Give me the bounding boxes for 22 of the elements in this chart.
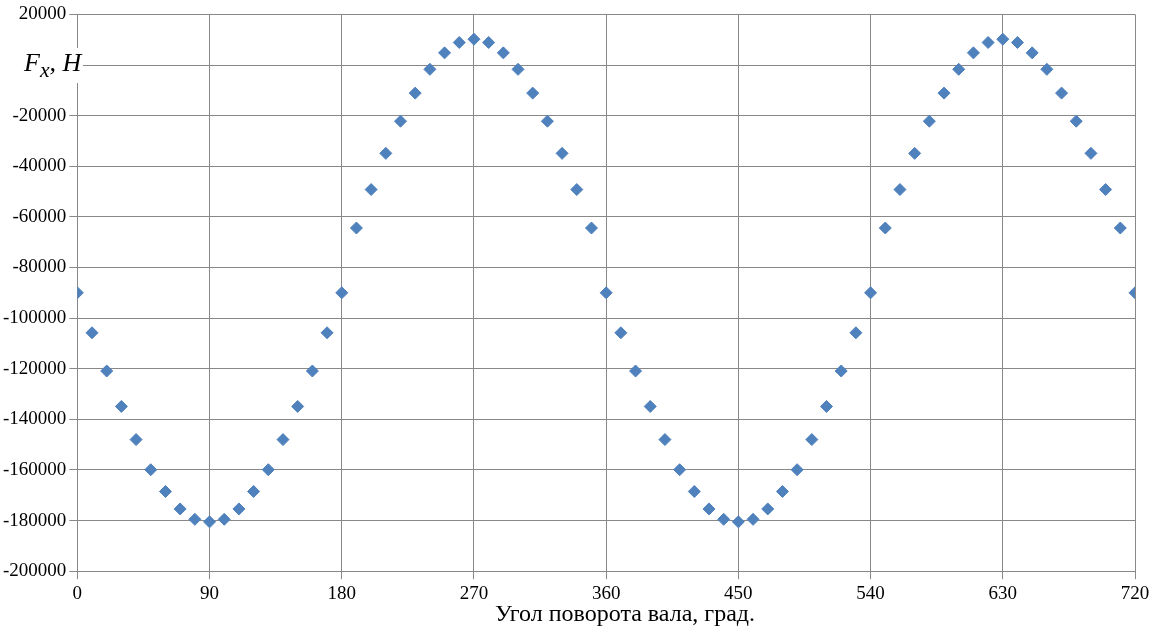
x-tick-label: 360 — [591, 581, 621, 603]
y-tick-label: -160000 — [3, 457, 67, 479]
x-axis-title: Угол поворота вала, град. — [494, 600, 756, 626]
x-tick-label: 630 — [988, 581, 1018, 603]
y-tick-label: -100000 — [3, 306, 67, 328]
x-tick-label: 90 — [200, 581, 220, 603]
y-tick-label: -20000 — [12, 103, 67, 125]
y-tick-label: -40000 — [12, 154, 67, 176]
x-tick-label: 720 — [1120, 581, 1150, 603]
y-axis-title: F$_{x}$, H — [22, 48, 84, 84]
x-tick-label: 450 — [724, 581, 753, 603]
y-tick-label: 20000 — [18, 2, 67, 24]
x-tick-label: 0 — [72, 581, 83, 603]
y-tick-label: -140000 — [3, 407, 67, 429]
y-tick-label: -180000 — [3, 508, 67, 530]
x-tick-label: 270 — [459, 581, 489, 603]
y-tick-label: -80000 — [12, 255, 67, 277]
y-tick-label: -60000 — [12, 204, 67, 226]
x-tick-label: 540 — [856, 581, 885, 603]
y-tick-label: -200000 — [3, 559, 67, 581]
y-tick-label: -120000 — [3, 356, 67, 378]
x-tick-label: 180 — [327, 581, 356, 603]
